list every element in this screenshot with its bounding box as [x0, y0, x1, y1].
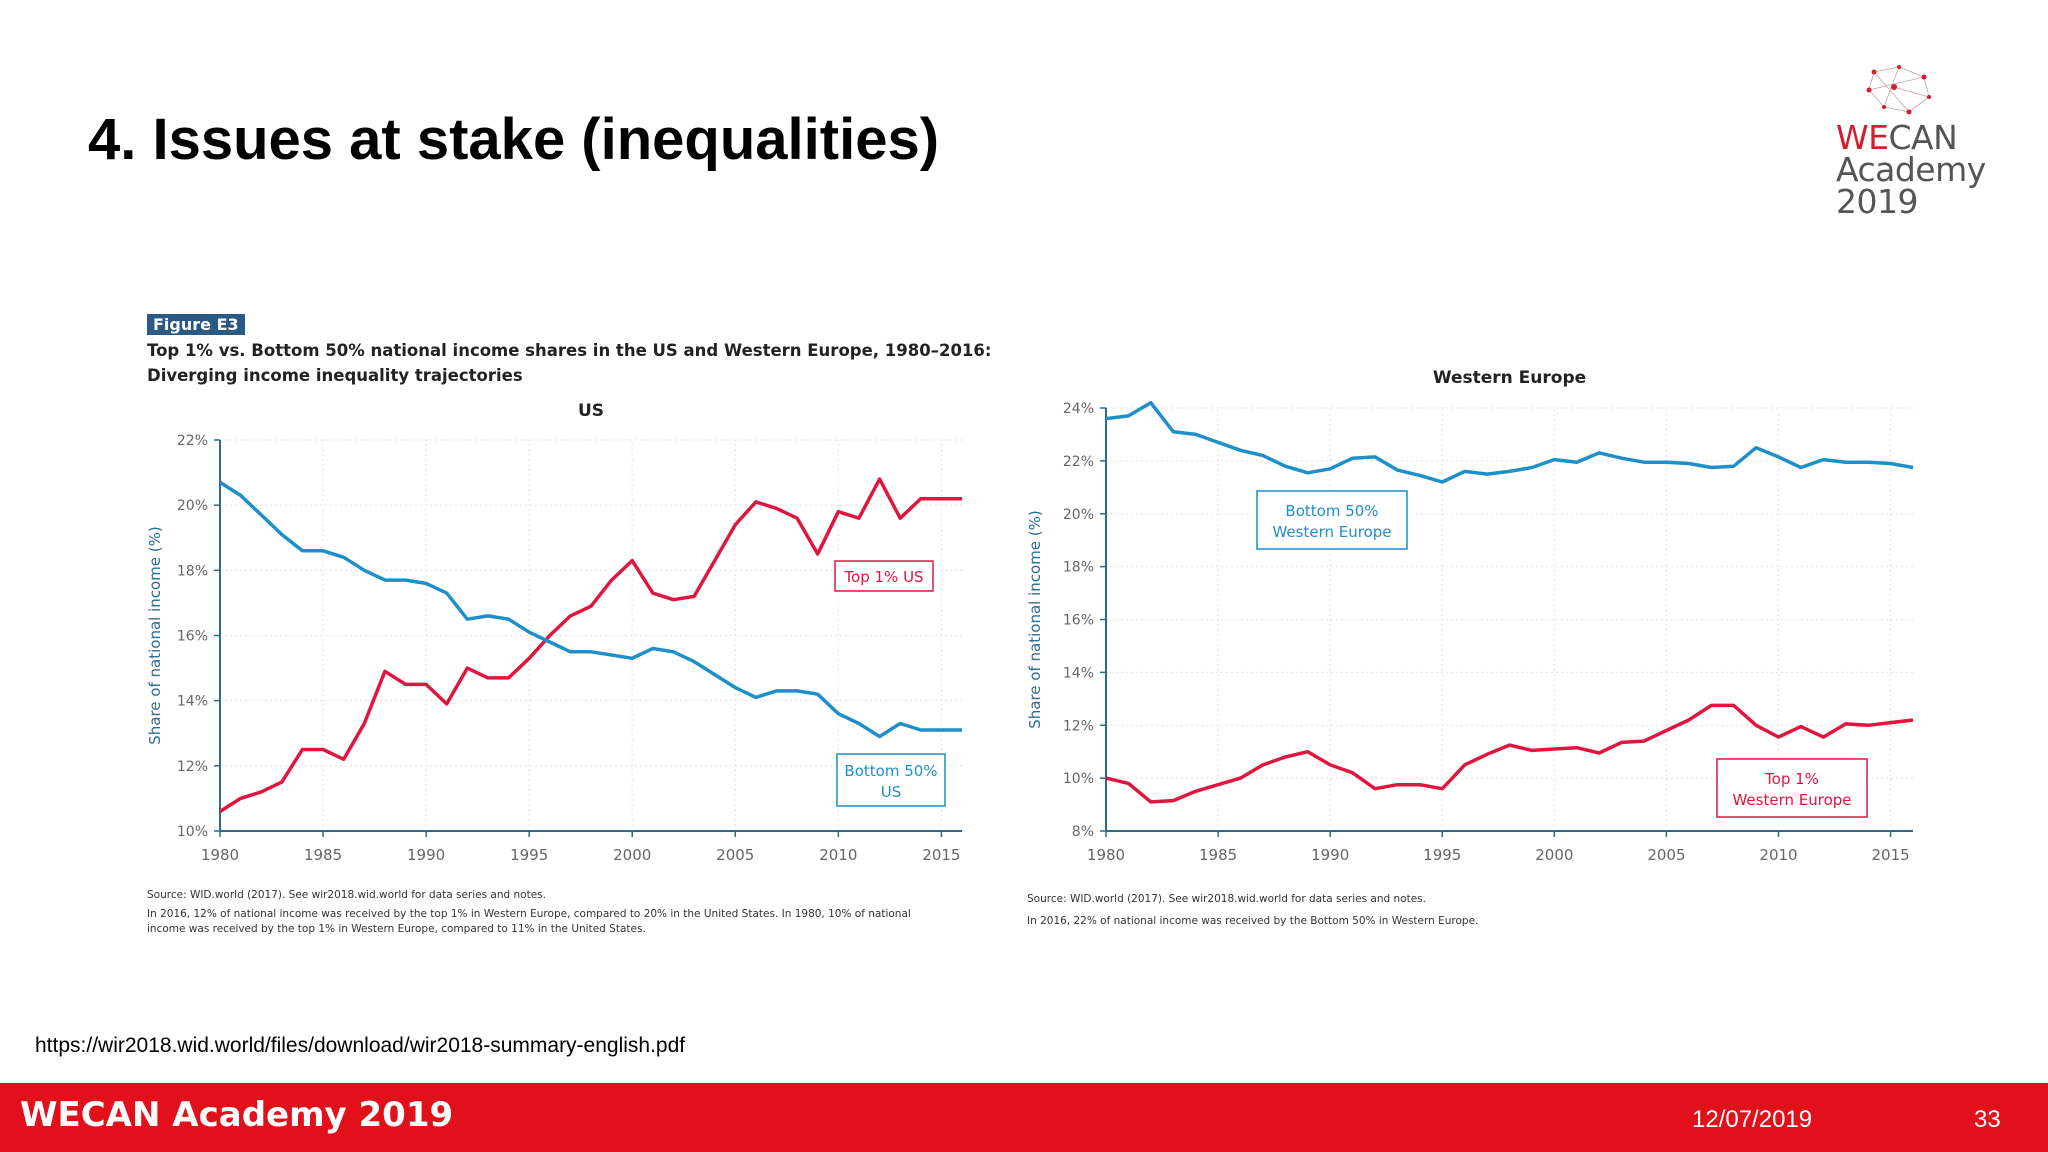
us-source-text: Source: WID.world (2017). See wir2018.wi… [147, 889, 546, 901]
source-url[interactable]: https://wir2018.wid.world/files/download… [35, 1034, 686, 1057]
us-series-line-bottom50 [219, 480, 962, 739]
eu-ytick-label: 24% [1063, 401, 1094, 417]
us-annotation-box [834, 560, 934, 592]
figure-tag: Figure E3 [147, 314, 245, 335]
eu-xtick-label: 2005 [1647, 846, 1685, 864]
eu-annotation-box [1256, 490, 1408, 550]
us-chart-title: US [578, 401, 604, 421]
footer-bar: WECAN Academy 2019 12/07/2019 33 [0, 1083, 2048, 1152]
eu-xtick-label: 1990 [1311, 846, 1349, 864]
eu-ytick-label: 14% [1063, 665, 1094, 681]
us-annotation-box [836, 753, 946, 807]
footer-date: 12/07/2019 [1692, 1106, 1813, 1133]
us-xtick-label: 1985 [304, 846, 342, 864]
eu-annotation-label: Western Europe [1732, 791, 1851, 809]
us-ytick-label: 12% [177, 759, 208, 775]
us-ytick-label: 18% [177, 563, 208, 579]
figure-title-line2: Diverging income inequality trajectories [147, 366, 523, 385]
eu-ytick-label: 8% [1072, 824, 1094, 840]
logo-accent-text: WE [1836, 118, 1889, 157]
eu-ytick-label: 16% [1063, 613, 1094, 629]
logo-text-can: CAN [1888, 118, 1958, 157]
eu-ytick-label: 20% [1063, 507, 1094, 523]
slide-title: 4. Issues at stake (inequalities) [88, 107, 940, 172]
eu-ytick-label: 18% [1063, 560, 1094, 576]
us-xtick-label: 2005 [716, 846, 754, 864]
us-xtick-label: 1980 [201, 846, 239, 864]
page-number: 33 [1974, 1106, 2001, 1133]
eu-annotation-label: Bottom 50% [1285, 502, 1378, 520]
logo-wordmark: WECAN Academy 2019 [1836, 121, 1986, 221]
eu-xtick-label: 1980 [1087, 846, 1125, 864]
us-notes: Source: WID.world (2017). See wir2018.wi… [147, 888, 911, 937]
eu-note-text: In 2016, 22% of national income was rece… [1027, 915, 1479, 927]
us-ytick-label: 14% [177, 694, 208, 710]
eu-annotation-label: Western Europe [1272, 523, 1391, 541]
us-ytick-label: 22% [177, 433, 208, 449]
eu-ytick-label: 22% [1063, 454, 1094, 470]
eu-annotation-label: Top 1% [1764, 770, 1819, 788]
us-xtick-label: 2000 [613, 846, 651, 864]
us-series-line-top1 [219, 477, 962, 813]
eu-source-text: Source: WID.world (2017). See wir2018.wi… [1027, 893, 1426, 905]
us-y-axis-label: Share of national income (%) [146, 526, 164, 745]
eu-y-axis-label: Share of national income (%) [1026, 510, 1044, 729]
eu-xtick-label: 1995 [1423, 846, 1461, 864]
us-xtick-label: 1990 [407, 846, 445, 864]
wecan-academy-logo: WECAN Academy 2019 [1836, 62, 1986, 232]
network-icon [1866, 65, 1931, 115]
us-note-line2: income was received by the top 1% in Wes… [147, 923, 646, 935]
us-annotation-label: Top 1% US [843, 568, 923, 586]
logo-text-year: 2019 [1836, 182, 1918, 221]
eu-annotation-box [1716, 758, 1868, 818]
figure-title: Top 1% vs. Bottom 50% national income sh… [147, 338, 992, 388]
us-annotation-label: Bottom 50% [844, 762, 937, 780]
figure-title-line1: Top 1% vs. Bottom 50% national income sh… [147, 341, 992, 360]
us-note-line1: In 2016, 12% of national income was rece… [147, 908, 911, 920]
eu-series-line-bottom50 [1105, 400, 1914, 484]
figure-panel [140, 300, 1980, 960]
eu-ytick-label: 10% [1063, 771, 1094, 787]
eu-xtick-label: 2000 [1535, 846, 1573, 864]
eu-chart-title: Western Europe [1433, 368, 1586, 388]
us-ytick-label: 20% [177, 498, 208, 514]
charts-svg: 10% 12% 14% 16% 18% 20% 22% 1980 1985 1990 1995 200… [146, 368, 1914, 864]
us-ytick-label: 16% [177, 629, 208, 645]
us-ytick-label: 10% [177, 824, 208, 840]
us-xtick-label: 2010 [819, 846, 857, 864]
eu-xtick-label: 1985 [1199, 846, 1237, 864]
eu-series-line-top1 [1105, 703, 1914, 804]
eu-ytick-label: 12% [1063, 718, 1094, 734]
footer-brand: WECAN Academy 2019 [20, 1095, 454, 1135]
logo-text-academy: Academy [1836, 150, 1986, 189]
us-annotation-label: US [881, 783, 902, 801]
us-xtick-label: 2015 [922, 846, 960, 864]
eu-xtick-label: 2010 [1759, 846, 1797, 864]
eu-notes: Source: WID.world (2017). See wir2018.wi… [1027, 892, 1478, 929]
us-xtick-label: 1995 [510, 846, 548, 864]
eu-xtick-label: 2015 [1871, 846, 1909, 864]
